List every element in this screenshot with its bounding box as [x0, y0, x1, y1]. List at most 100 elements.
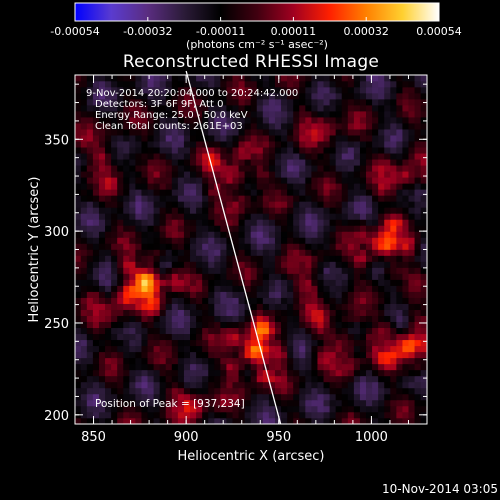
heatmap-cell: [232, 405, 240, 413]
heatmap-cell: [190, 195, 197, 202]
heatmap-cell: [341, 183, 349, 190]
heatmap-cell: [208, 357, 215, 365]
heatmap-cell: [208, 92, 215, 100]
heatmap-cell: [196, 399, 203, 407]
heatmap-cell: [183, 176, 191, 184]
heatmap-cell: [123, 219, 130, 226]
heatmap-cell: [341, 351, 349, 359]
heatmap-cell: [226, 399, 234, 407]
heatmap-cell: [281, 273, 288, 280]
heatmap-cell: [153, 405, 161, 413]
heatmap-cell: [372, 110, 379, 118]
heatmap-cell: [196, 363, 203, 371]
heatmap-cell: [74, 128, 82, 136]
heatmap-cell: [366, 213, 373, 220]
heatmap-cell: [105, 303, 112, 310]
heatmap-cell: [414, 243, 422, 250]
heatmap-cell: [111, 399, 118, 407]
heatmap-cell: [165, 243, 173, 250]
heatmap-cell: [117, 104, 124, 112]
heatmap-cell: [341, 176, 349, 184]
heatmap-cell: [111, 243, 118, 250]
heatmap-cell: [80, 393, 88, 401]
heatmap-cell: [105, 297, 112, 304]
heatmap-cell: [305, 291, 312, 298]
heatmap-cell: [256, 375, 264, 383]
heatmap-cell: [359, 158, 367, 166]
heatmap-cell: [129, 164, 136, 172]
heatmap-cell: [244, 387, 252, 395]
heatmap-cell: [390, 387, 397, 395]
heatmap-cell: [414, 267, 422, 274]
heatmap-cell: [317, 327, 325, 335]
heatmap-cell: [80, 345, 88, 353]
heatmap-cell: [305, 333, 312, 341]
heatmap-cell: [147, 195, 155, 202]
heatmap-cell: [117, 345, 124, 353]
heatmap-cell: [256, 116, 264, 124]
heatmap-cell: [268, 309, 276, 316]
heatmap-cell: [341, 231, 349, 238]
heatmap-cell: [135, 261, 143, 268]
heatmap-cell: [341, 303, 349, 310]
heatmap-cell: [390, 219, 397, 226]
heatmap-cell: [86, 189, 94, 196]
heatmap-cell: [384, 74, 391, 82]
heatmap-cell: [98, 219, 106, 226]
heatmap-cell: [341, 261, 349, 268]
heatmap-cell: [402, 170, 410, 178]
heatmap-cell: [293, 140, 300, 148]
heatmap-cell: [159, 213, 167, 220]
heatmap-cell: [268, 291, 276, 298]
heatmap-cell: [250, 279, 258, 286]
heatmap-cell: [317, 303, 325, 310]
heatmap-cell: [129, 315, 136, 323]
heatmap-cell: [226, 333, 234, 341]
heatmap-cell: [226, 213, 234, 220]
heatmap-cell: [111, 237, 118, 244]
heatmap-cell: [317, 213, 325, 220]
heatmap-cell: [74, 189, 82, 196]
heatmap-cell: [226, 98, 234, 106]
heatmap-cell: [196, 164, 203, 172]
heatmap-cell: [171, 267, 179, 274]
heatmap-cell: [420, 273, 428, 280]
heatmap-cell: [293, 369, 300, 377]
heatmap-cell: [153, 116, 161, 124]
heatmap-cell: [305, 399, 312, 407]
heatmap-cell: [135, 146, 143, 154]
heatmap-cell: [165, 158, 173, 166]
heatmap-cell: [372, 339, 379, 347]
heatmap-cell: [98, 327, 106, 335]
heatmap-cell: [347, 146, 355, 154]
heatmap-cell: [281, 411, 288, 419]
heatmap-cell: [293, 128, 300, 136]
heatmap-cell: [268, 134, 276, 142]
heatmap-cell: [111, 297, 118, 304]
heatmap-cell: [329, 201, 337, 208]
heatmap-cell: [359, 74, 367, 82]
heatmap-cell: [105, 176, 112, 184]
heatmap-cell: [414, 170, 422, 178]
heatmap-cell: [281, 261, 288, 268]
heatmap-cell: [105, 381, 112, 389]
heatmap-cell: [402, 381, 410, 389]
heatmap-cell: [311, 279, 319, 286]
heatmap-cell: [220, 98, 228, 106]
heatmap-cell: [98, 225, 106, 232]
heatmap-cell: [335, 231, 343, 238]
heatmap-cell: [250, 303, 258, 310]
heatmap-cell: [111, 183, 118, 190]
heatmap-cell: [305, 158, 312, 166]
heatmap-cell: [202, 363, 209, 371]
heatmap-cell: [238, 225, 246, 232]
heatmap-cell: [353, 86, 361, 94]
heatmap-cell: [177, 315, 185, 323]
heatmap-cell: [299, 116, 306, 124]
heatmap-cell: [256, 309, 264, 316]
heatmap-cell: [384, 104, 391, 112]
heatmap-cell: [214, 339, 221, 347]
heatmap-cell: [305, 80, 312, 88]
heatmap-cell: [323, 176, 331, 184]
